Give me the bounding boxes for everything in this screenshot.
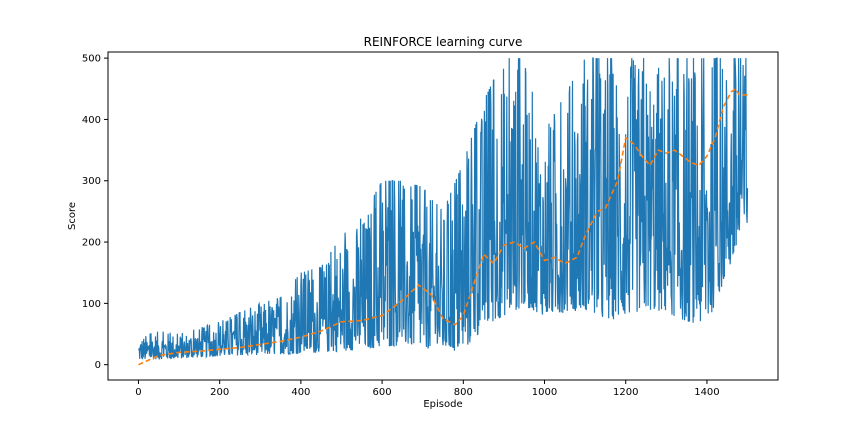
x-tick-label: 200 [210, 387, 229, 398]
x-tick-label: 800 [454, 387, 473, 398]
plot-layer [138, 57, 749, 366]
x-tick-label: 0 [135, 387, 141, 398]
y-tick-label: 200 [82, 238, 101, 249]
x-tick-label: 600 [373, 387, 392, 398]
y-tick-label: 300 [82, 176, 101, 187]
y-tick-label: 500 [82, 54, 101, 65]
raw-score-series-line [138, 57, 749, 360]
x-axis-label: Episode [423, 399, 462, 410]
y-tick-label: 100 [82, 299, 101, 310]
ticks-layer: 0 200 400 600 800 1000 1200 1400 0 100 200 300 400 50… [82, 54, 720, 398]
plot-frame [107, 51, 779, 381]
x-tick-label: 1200 [613, 387, 638, 398]
y-tick-label: 0 [95, 360, 101, 371]
x-tick-label: 1000 [532, 387, 557, 398]
y-tick-label: 400 [82, 115, 101, 126]
chart-title: REINFORCE learning curve [364, 35, 523, 49]
y-axis-label: Score [67, 202, 78, 230]
x-tick-label: 1400 [694, 387, 719, 398]
moving-average-series-line [138, 87, 748, 366]
x-tick-label: 400 [291, 387, 310, 398]
